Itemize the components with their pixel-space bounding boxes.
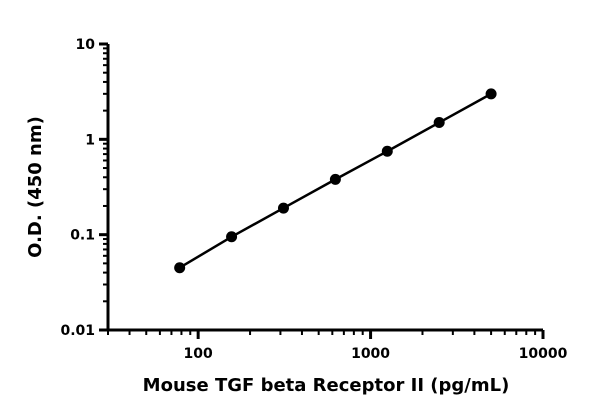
axes [99, 42, 545, 339]
data-point [226, 231, 238, 243]
tick-labels: 0.01 0.1 1 10 100 1000 10000 [60, 37, 567, 362]
x-tick-label: 10000 [519, 346, 568, 362]
data-point [485, 88, 497, 100]
data-point [277, 202, 289, 214]
y-tick-label: 1 [85, 132, 95, 148]
y-tick-label: 10 [76, 37, 96, 53]
data-point [174, 262, 186, 274]
y-tick-label: 0.1 [70, 228, 95, 244]
x-tick-label: 1000 [351, 346, 390, 362]
y-tick-label: 0.01 [60, 323, 95, 339]
x-axis-label: Mouse TGF beta Receptor II (pg/mL) [143, 375, 510, 396]
data-point [381, 145, 393, 157]
data-marks [174, 88, 497, 274]
y-axis-label: O.D. (450 nm) [25, 116, 46, 258]
x-tick-label: 100 [184, 346, 213, 362]
data-point [329, 173, 341, 185]
data-point [433, 117, 445, 129]
